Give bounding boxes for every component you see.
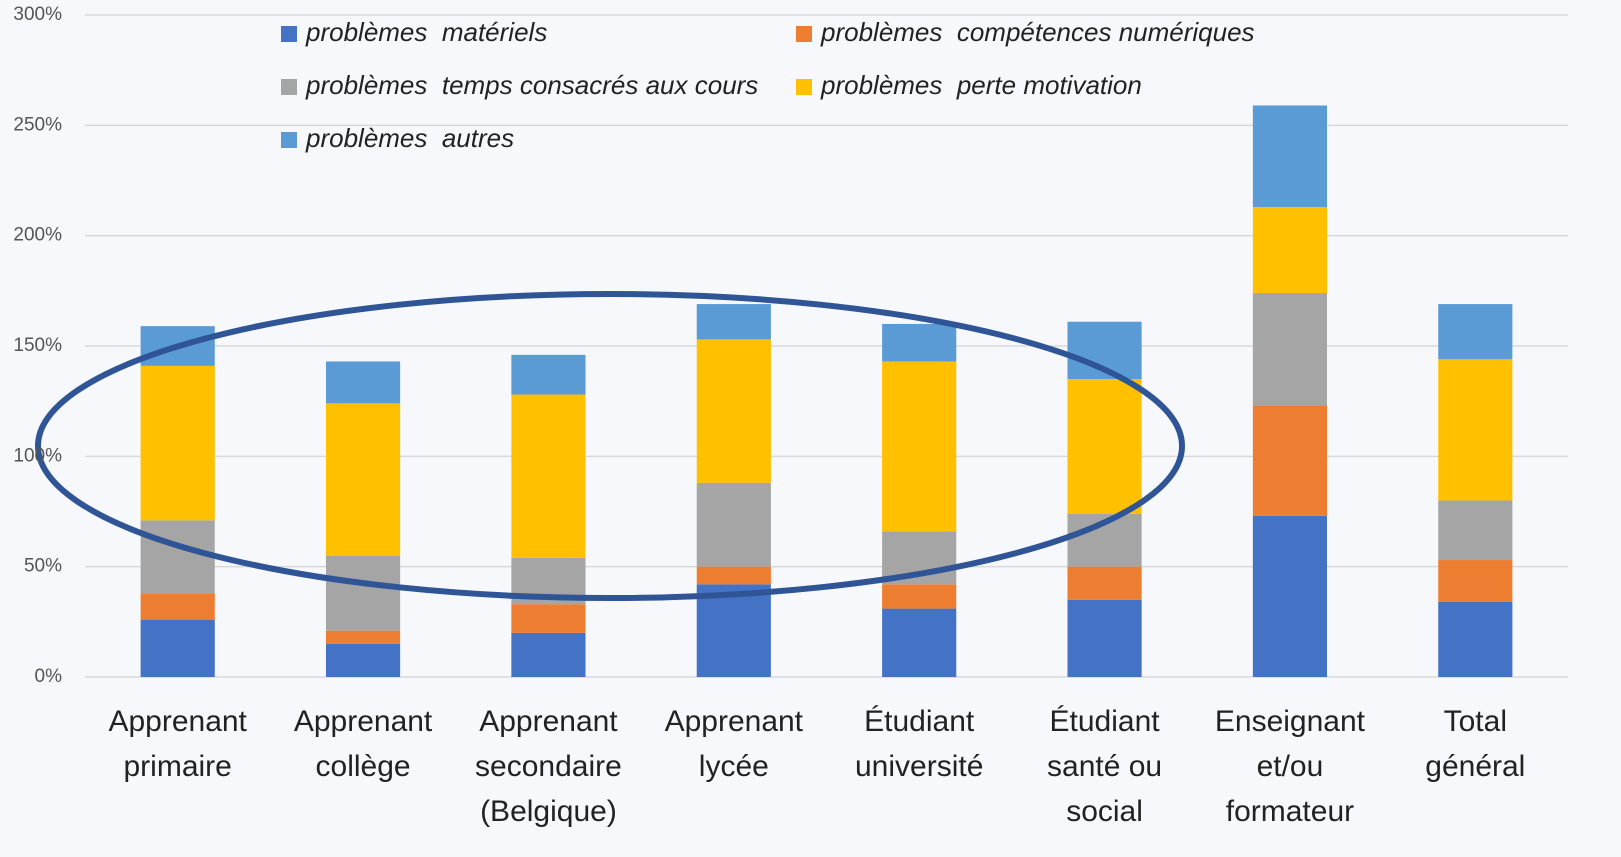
bar-segment — [511, 394, 586, 558]
legend-swatch — [796, 79, 812, 95]
highlight-ellipse — [35, 291, 1185, 601]
x-tick-label-line: formateur — [1226, 795, 1354, 828]
bar-segment — [140, 619, 215, 677]
x-tick-label: Étudiant santé ou social — [1047, 705, 1162, 828]
legend-swatch — [281, 132, 297, 148]
bar-segment — [140, 365, 215, 521]
bar-segment — [1438, 560, 1513, 602]
bar-segment — [696, 304, 771, 340]
bar-segment — [1252, 293, 1328, 406]
bar-segment — [882, 323, 957, 362]
bar-segment — [1252, 515, 1328, 677]
legend-label: problèmes matériels — [305, 17, 547, 47]
bar-segment — [1438, 304, 1513, 360]
bar-segment — [511, 354, 586, 395]
legend-label: problèmes perte motivation — [820, 70, 1142, 100]
bar-segment — [1438, 359, 1513, 501]
y-tick-label: 150% — [13, 335, 62, 356]
x-tick-label-line: social — [1066, 795, 1143, 828]
bar-segment — [140, 520, 215, 594]
x-tick-label-line: Étudiant — [864, 705, 975, 738]
x-tick-label: Apprenant secondaire (Belgique) — [475, 705, 622, 828]
x-tick-label: Total général — [1425, 705, 1525, 783]
legend-label: problèmes compétences numériques — [820, 17, 1255, 47]
x-tick-label-line: Étudiant — [1050, 705, 1161, 738]
x-tick-label: Enseignant et/ou formateur — [1215, 705, 1366, 828]
x-tick-label-line: secondaire — [475, 750, 622, 783]
y-tick-label: 100% — [13, 445, 62, 466]
bar-segment — [696, 584, 771, 677]
bar-segment — [511, 604, 586, 633]
x-tick-label-line: collège — [316, 750, 411, 783]
bar-segment — [1438, 500, 1513, 561]
x-tick-label-line: et/ou — [1257, 750, 1324, 783]
bar-segment — [1252, 105, 1328, 207]
bar-segment — [1252, 206, 1328, 294]
y-tick-label: 250% — [13, 114, 62, 135]
bar-segment — [696, 566, 771, 585]
legend-swatch — [281, 26, 297, 42]
x-tick-label-line: Apprenant — [294, 705, 433, 738]
bar-segment — [1438, 601, 1513, 677]
bar-segment — [325, 403, 401, 556]
legend-swatch — [281, 79, 297, 95]
bar-segment — [696, 482, 771, 567]
x-tick-label-line: université — [855, 750, 983, 783]
legend-label: problèmes autres — [305, 123, 514, 153]
bar-segment — [1067, 566, 1142, 600]
bar-segment — [882, 361, 957, 532]
x-tick-label-line: Enseignant — [1215, 705, 1366, 738]
x-tick-label: Apprenant collège — [294, 705, 433, 783]
y-tick-label: 50% — [24, 556, 62, 577]
bars — [140, 105, 1513, 677]
x-tick-label-line: Apprenant — [479, 705, 618, 738]
y-tick-label: 300% — [13, 4, 62, 25]
bar-segment — [696, 339, 771, 483]
legend-swatch — [796, 26, 812, 42]
legend-label: problèmes temps consacrés aux cours — [305, 70, 758, 100]
x-tick-label-line: général — [1425, 750, 1525, 783]
bar-segment — [882, 584, 957, 609]
y-tick-label: 200% — [13, 225, 62, 246]
bar-segment — [140, 593, 215, 620]
x-tick-label-line: primaire — [124, 750, 232, 783]
bar-segment — [325, 630, 401, 644]
bar-segment — [325, 361, 401, 404]
bar-segment — [325, 643, 401, 677]
x-tick-label: Apprenant primaire — [108, 705, 247, 783]
y-tick-label: 0% — [35, 666, 63, 687]
bar-segment — [511, 632, 586, 677]
x-tick-label-line: (Belgique) — [480, 795, 617, 828]
bar-segment — [325, 555, 401, 631]
bar-segment — [1067, 599, 1142, 677]
x-tick-label-line: Total — [1444, 705, 1507, 738]
bar-segment — [1252, 405, 1328, 516]
bar-segment — [1067, 379, 1142, 514]
x-tick-label-line: lycée — [699, 750, 769, 783]
x-tick-label: Apprenant lycée — [665, 705, 804, 783]
bar-segment — [882, 608, 957, 677]
x-tick-label-line: Apprenant — [665, 705, 804, 738]
x-tick-label-line: santé ou — [1047, 750, 1162, 783]
labels: 0% 50% 100% 150% 200% 250% 300% Apprenant primai… — [13, 4, 1525, 828]
x-tick-label: Étudiant université — [855, 705, 983, 783]
x-tick-label-line: Apprenant — [108, 705, 247, 738]
